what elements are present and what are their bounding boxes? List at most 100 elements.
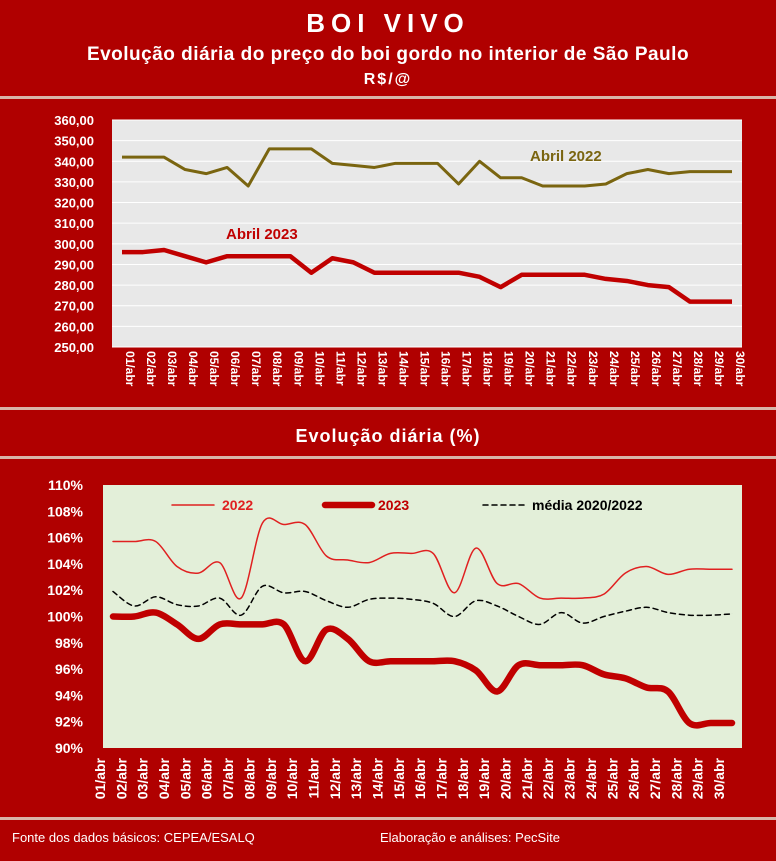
price-chart: 250,00 260,00 270,00 280,00 290,00 300,00 310,… xyxy=(54,113,747,387)
x-tick-label: 30/abr xyxy=(711,757,727,799)
x-tick-label: 12/abr xyxy=(327,757,343,799)
y-tick-label: 350,00 xyxy=(54,134,94,149)
divider-middle-1 xyxy=(0,407,776,410)
y-tick-label: 250,00 xyxy=(54,340,94,355)
x-tick-label: 05/abr xyxy=(207,351,221,387)
y-tick-label: 108% xyxy=(47,503,83,519)
chart-main-title: BOI VIVO xyxy=(306,8,470,38)
x-tick-label: 26/abr xyxy=(649,351,663,387)
y-tick-label: 110% xyxy=(48,477,84,493)
series-line xyxy=(109,609,736,729)
x-tick-label: 16/abr xyxy=(412,757,428,799)
x-tick-label: 04/abr xyxy=(186,351,200,387)
series-2022 xyxy=(121,147,733,188)
x-tick-label: 26/abr xyxy=(626,757,642,799)
series-2022 xyxy=(112,517,733,600)
divider-bottom xyxy=(0,817,776,820)
x-tick-label: 10/abr xyxy=(312,351,326,387)
x-tick-label: 29/abr xyxy=(712,351,726,387)
y-tick-label: 270,00 xyxy=(54,299,94,314)
x-tick-label: 12/abr xyxy=(354,351,368,387)
y-tick-label: 102% xyxy=(47,582,83,598)
divider-middle-2 xyxy=(0,456,776,459)
x-tick-label: 29/abr xyxy=(690,757,706,799)
x-tick-label: 19/abr xyxy=(502,351,516,387)
x-tick-label: 03/abr xyxy=(135,757,151,799)
y-tick-label: 280,00 xyxy=(54,278,94,293)
y-tick-label: 106% xyxy=(47,530,83,546)
x-tick-label: 08/abr xyxy=(241,757,257,799)
x-tick-label: 23/abr xyxy=(586,351,600,387)
y-tick-label: 300,00 xyxy=(54,237,94,252)
x-tick-label: 22/abr xyxy=(540,757,556,799)
y-tick-label: 100% xyxy=(47,609,83,625)
x-tick-label: 10/abr xyxy=(284,757,300,799)
series-line xyxy=(122,147,732,188)
legend-label: média 2020/2022 xyxy=(532,497,643,513)
plot-area xyxy=(103,485,742,748)
y-tick-label: 90% xyxy=(55,740,84,756)
x-tick-label: 24/abr xyxy=(607,351,621,387)
x-tick-label: 21/abr xyxy=(519,757,535,799)
x-tick-label: 19/abr xyxy=(476,757,492,799)
series-2023 xyxy=(109,609,736,729)
section-title-daily-evolution: Evolução diária (%) xyxy=(295,426,481,446)
x-tick-label: 01/abr xyxy=(123,351,137,387)
x-tick-label: 16/abr xyxy=(439,351,453,387)
x-tick-label: 30/abr xyxy=(733,351,747,387)
divider-top xyxy=(0,96,776,99)
x-tick-label: 27/abr xyxy=(647,757,663,799)
chart-subtitle: Evolução diária do preço do boi gordo no… xyxy=(86,44,690,65)
x-tick-label: 05/abr xyxy=(177,757,193,799)
legend-label: 2022 xyxy=(222,497,253,513)
x-tick-label: 13/abr xyxy=(375,351,389,387)
x-tick-label: 14/abr xyxy=(396,351,410,387)
x-tick-label: 06/abr xyxy=(228,351,242,387)
x-tick-label: 11/abr xyxy=(305,757,321,798)
x-tick-label: 14/abr xyxy=(369,757,385,799)
x-tick-label: 25/abr xyxy=(604,757,620,799)
credit-note: Elaboração e análises: PecSite xyxy=(380,830,560,845)
legend-label: 2023 xyxy=(378,497,409,513)
series-media xyxy=(112,584,733,626)
y-tick-label: 96% xyxy=(55,661,84,677)
x-tick-label: 07/abr xyxy=(249,351,263,387)
x-tick-label: 08/abr xyxy=(270,351,284,387)
label-abril-2022: Abril 2022 xyxy=(530,148,602,165)
x-tick-label: 09/abr xyxy=(291,351,305,387)
x-tick-label: 18/abr xyxy=(455,757,471,799)
x-tick-label: 11/abr xyxy=(333,351,347,386)
y-tick-label: 260,00 xyxy=(54,319,94,334)
x-tick-label: 20/abr xyxy=(523,351,537,387)
x-tick-label: 20/abr xyxy=(498,757,514,799)
x-tick-label: 02/abr xyxy=(144,351,158,387)
y-tick-label: 310,00 xyxy=(54,216,94,231)
x-tick-label: 01/abr xyxy=(92,757,108,799)
x-tick-label: 24/abr xyxy=(583,757,599,799)
y-tick-label: 360,00 xyxy=(54,113,94,128)
percent-chart: 90% 92% 94% 96% 98% 100% 102% 104% 106% 108% 110% 0… xyxy=(47,477,742,799)
x-tick-label: 06/abr xyxy=(199,757,215,799)
x-tick-label: 28/abr xyxy=(668,757,684,799)
source-note: Fonte dos dados básicos: CEPEA/ESALQ xyxy=(12,830,255,845)
x-tick-label: 09/abr xyxy=(263,757,279,799)
x-tick-label: 15/abr xyxy=(391,757,407,799)
x-tick-label: 04/abr xyxy=(156,757,172,799)
x-tick-label: 23/abr xyxy=(562,757,578,799)
series-2023 xyxy=(121,247,733,304)
y-tick-label: 98% xyxy=(55,635,84,651)
x-tick-label: 03/abr xyxy=(165,351,179,387)
x-tick-label: 27/abr xyxy=(670,351,684,387)
series-line xyxy=(112,584,733,626)
label-abril-2023: Abril 2023 xyxy=(226,226,298,243)
y-tick-label: 320,00 xyxy=(54,196,94,211)
y-tick-label: 104% xyxy=(47,556,83,572)
x-tick-label: 02/abr xyxy=(113,757,129,799)
plot-area xyxy=(112,120,742,347)
x-tick-label: 22/abr xyxy=(565,351,579,387)
x-tick-label: 28/abr xyxy=(691,351,705,387)
x-tick-label: 25/abr xyxy=(628,351,642,387)
y-tick-label: 94% xyxy=(55,687,84,703)
x-tick-label: 17/abr xyxy=(460,351,474,387)
x-tick-label: 18/abr xyxy=(481,351,495,387)
